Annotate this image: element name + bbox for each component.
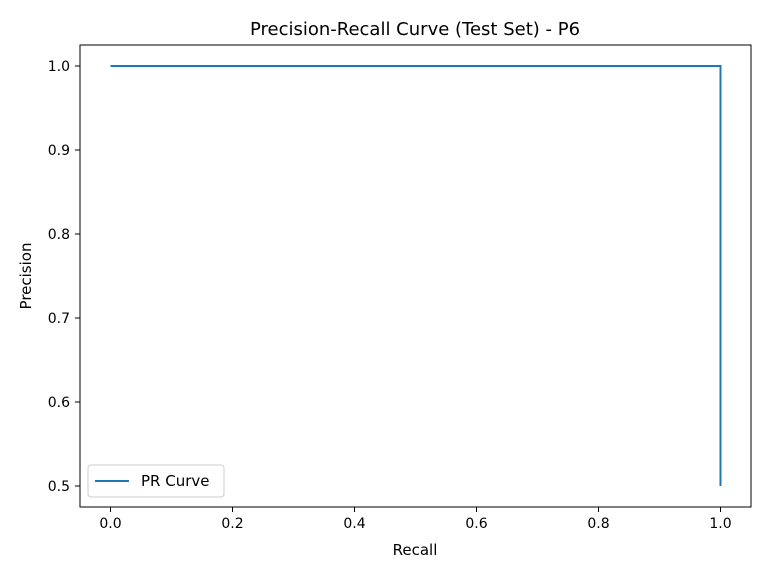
legend-label-pr-curve: PR Curve (141, 472, 210, 490)
x-axis-label: Recall (393, 541, 438, 559)
chart-title: Precision-Recall Curve (Test Set) - P6 (250, 19, 580, 40)
x-tick-label: 0.8 (587, 516, 609, 532)
axes-frame (79, 44, 752, 508)
y-tick-label: 0.6 (48, 395, 70, 411)
x-axis-ticks: 0.0 0.2 0.4 0.6 0.8 1.0 (99, 507, 732, 532)
x-tick-label: 0.2 (221, 516, 243, 532)
y-tick-label: 0.7 (48, 311, 70, 327)
x-tick-label: 0.6 (465, 516, 487, 532)
x-tick-label: 1.0 (709, 516, 731, 532)
y-tick-label: 0.9 (48, 143, 70, 159)
plot-area (79, 44, 752, 508)
x-tick-label: 0.4 (343, 516, 365, 532)
x-tick-label: 0.0 (99, 516, 121, 532)
y-axis-ticks: 0.5 0.6 0.7 0.8 0.9 1.0 (48, 59, 80, 495)
y-axis-label: Precision (17, 243, 35, 310)
legend-box (87, 464, 225, 498)
series-line-1 (110, 65, 722, 486)
legend: PR Curve (87, 464, 225, 498)
y-tick-label: 0.5 (48, 479, 70, 495)
y-tick-label: 0.8 (48, 227, 70, 243)
y-tick-label: 1.0 (48, 59, 70, 75)
